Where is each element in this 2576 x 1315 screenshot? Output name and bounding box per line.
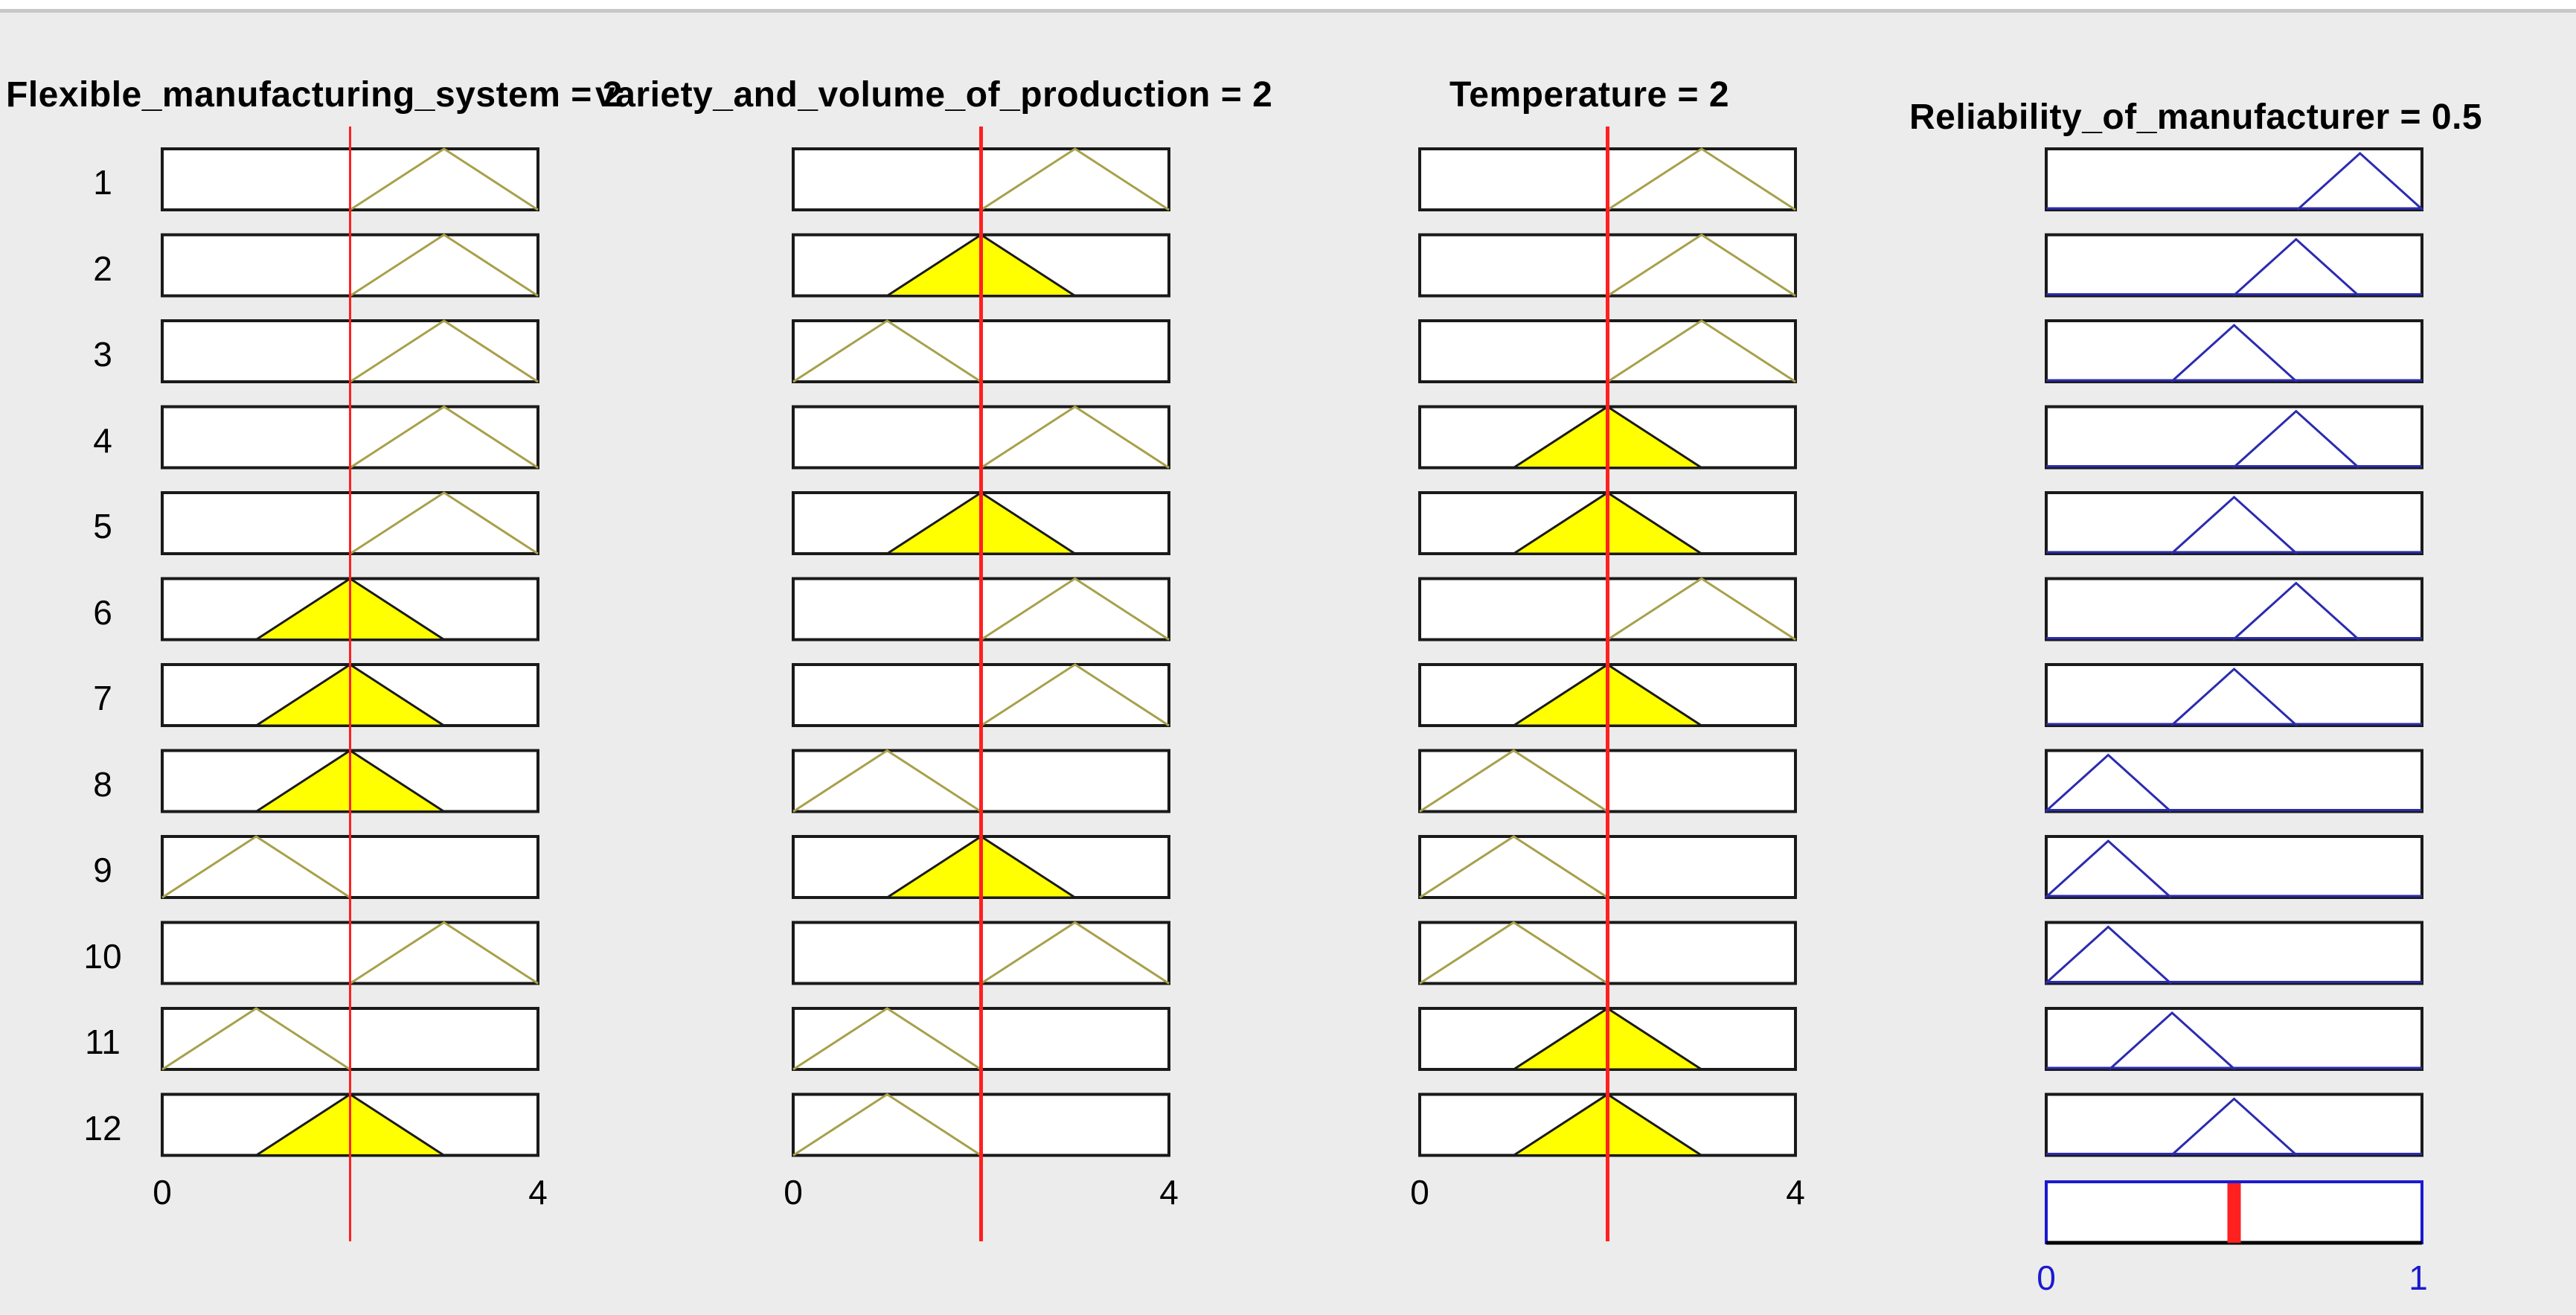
output-mf-box bbox=[2045, 233, 2423, 298]
rule-number: 11 bbox=[85, 1023, 121, 1061]
rule-number: 8 bbox=[93, 764, 112, 804]
membership-triangle bbox=[980, 147, 1170, 211]
output-mf-box bbox=[2045, 835, 2423, 899]
input-2-tick-max: 4 bbox=[1159, 1173, 1179, 1212]
membership-triangle bbox=[1606, 147, 1796, 211]
input-3-tick-min: 0 bbox=[1410, 1173, 1429, 1212]
membership-triangle bbox=[1606, 319, 1796, 383]
input-2-title: variety_and_volume_of_production = 2 bbox=[595, 75, 1273, 115]
output-mf-box bbox=[2045, 491, 2423, 555]
membership-triangle bbox=[349, 233, 539, 297]
membership-triangle bbox=[349, 405, 539, 469]
membership-triangle bbox=[349, 319, 539, 383]
output-membership-triangle bbox=[2170, 667, 2298, 727]
membership-triangle bbox=[980, 921, 1170, 985]
membership-triangle bbox=[1419, 749, 1609, 813]
membership-triangle bbox=[161, 835, 351, 899]
rule-number: 9 bbox=[93, 851, 112, 889]
rule-number: 3 bbox=[93, 335, 112, 374]
membership-triangle bbox=[1606, 233, 1796, 297]
rule-number: 7 bbox=[93, 679, 112, 717]
output-membership-triangle bbox=[2108, 1011, 2236, 1071]
membership-triangle bbox=[980, 663, 1170, 727]
membership-triangle bbox=[1419, 835, 1609, 899]
output-mf-box bbox=[2045, 319, 2423, 383]
membership-triangle bbox=[980, 577, 1170, 641]
input-1-tick-min: 0 bbox=[153, 1173, 172, 1212]
membership-triangle bbox=[349, 147, 539, 211]
output-mf-box bbox=[2045, 147, 2423, 211]
output-membership-triangle bbox=[2044, 925, 2172, 985]
input-3-tick-max: 4 bbox=[1786, 1173, 1805, 1212]
rule-number: 5 bbox=[93, 507, 112, 545]
output-mf-box bbox=[2045, 749, 2423, 813]
membership-triangle bbox=[792, 1092, 982, 1156]
output-tick-max: 1 bbox=[2409, 1258, 2428, 1297]
input-1-title: Flexible_manufacturing_system = 2 bbox=[6, 75, 623, 115]
output-membership-triangle bbox=[2232, 581, 2360, 641]
rule-number: 1 bbox=[93, 163, 112, 202]
output-membership-triangle bbox=[2170, 323, 2298, 383]
output-membership-triangle bbox=[2044, 839, 2172, 899]
output-mf-box bbox=[2045, 405, 2423, 470]
rule-number: 6 bbox=[93, 592, 112, 632]
rule-number: 12 bbox=[83, 1108, 122, 1148]
output-mf-box bbox=[2045, 663, 2423, 727]
output-mf-box bbox=[2045, 1092, 2423, 1157]
membership-triangle bbox=[1419, 921, 1609, 985]
membership-triangle bbox=[349, 921, 539, 985]
output-membership-triangle bbox=[2170, 495, 2298, 555]
membership-triangle bbox=[1606, 577, 1796, 641]
input-1-tick-max: 4 bbox=[528, 1173, 548, 1212]
output-membership-triangle bbox=[2170, 1097, 2298, 1156]
output-title: Reliability_of_manufacturer = 0.5 bbox=[1909, 97, 2483, 137]
output-membership-triangle bbox=[2044, 753, 2172, 813]
window-top-rule bbox=[0, 0, 2576, 13]
rule-number: 10 bbox=[83, 936, 122, 976]
output-mf-box bbox=[2045, 1007, 2423, 1071]
output-membership-triangle bbox=[2232, 409, 2360, 469]
defuzzified-output-marker bbox=[2227, 1183, 2241, 1243]
membership-triangle bbox=[792, 319, 982, 383]
membership-triangle bbox=[161, 1007, 351, 1071]
membership-triangle bbox=[792, 1007, 982, 1071]
input-3-title: Temperature = 2 bbox=[1449, 75, 1730, 115]
membership-triangle bbox=[349, 491, 539, 555]
rule-number: 4 bbox=[93, 420, 112, 460]
output-mf-box bbox=[2045, 577, 2423, 641]
output-membership-triangle bbox=[2296, 151, 2424, 211]
input-2-tick-min: 0 bbox=[784, 1173, 803, 1212]
output-mf-box bbox=[2045, 921, 2423, 985]
membership-triangle bbox=[792, 749, 982, 813]
output-membership-triangle bbox=[2232, 237, 2360, 297]
membership-triangle bbox=[980, 405, 1170, 469]
rule-number: 2 bbox=[93, 249, 112, 288]
output-tick-min: 0 bbox=[2037, 1258, 2056, 1297]
